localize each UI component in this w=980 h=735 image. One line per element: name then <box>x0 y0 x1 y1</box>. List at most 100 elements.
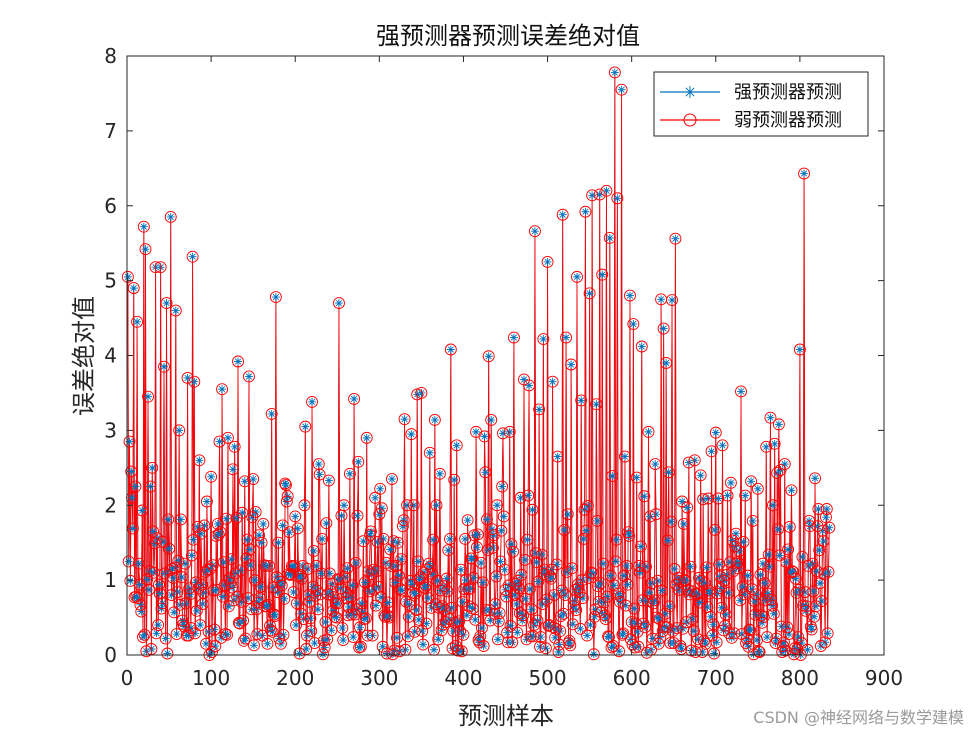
data-point-weak <box>429 598 442 611</box>
data-point-weak <box>566 618 579 631</box>
data-point-strong <box>820 570 829 579</box>
data-point-weak <box>193 454 206 467</box>
data-point-strong <box>346 593 355 602</box>
data-point-weak <box>190 576 202 589</box>
data-point-weak <box>535 548 548 561</box>
data-point-strong <box>330 612 339 621</box>
data-point-strong <box>169 573 178 582</box>
data-point-strong <box>620 452 629 461</box>
data-point-weak <box>169 304 182 317</box>
data-point-strong <box>790 644 799 653</box>
data-point-weak <box>780 556 793 569</box>
data-point-strong <box>329 606 338 615</box>
data-point-weak <box>687 585 700 598</box>
data-point-weak <box>573 586 586 599</box>
data-point-strong <box>171 306 180 315</box>
data-point-weak <box>650 611 663 624</box>
data-point-weak <box>753 646 766 658</box>
data-point-strong <box>532 558 541 567</box>
data-point-weak <box>519 592 532 605</box>
data-point-weak <box>524 630 537 643</box>
data-point-weak <box>291 522 304 535</box>
data-point-weak <box>471 528 484 541</box>
data-point-weak <box>492 615 505 628</box>
data-point-strong <box>175 600 184 609</box>
data-point-weak <box>682 456 695 469</box>
data-point-strong <box>676 642 685 651</box>
data-point-strong <box>583 631 592 640</box>
data-point-weak <box>380 647 393 660</box>
data-point-strong <box>652 613 661 622</box>
data-point-weak <box>168 606 181 619</box>
data-point-strong <box>334 599 343 608</box>
data-point-weak <box>296 572 308 585</box>
data-point-strong <box>354 457 363 466</box>
data-point-strong <box>410 627 419 636</box>
data-point-strong <box>611 557 620 566</box>
data-point-weak <box>450 439 463 452</box>
data-point-weak <box>374 482 387 495</box>
data-point-strong <box>189 535 198 544</box>
data-point-strong <box>575 588 584 597</box>
data-point-strong <box>656 633 665 642</box>
data-point-strong <box>355 643 364 652</box>
data-point-strong <box>687 646 696 655</box>
data-point-weak <box>420 617 433 630</box>
data-point-weak <box>765 593 778 606</box>
data-point-weak <box>551 450 564 463</box>
data-point-weak <box>805 623 818 636</box>
legend-label-strong: 强预测器预测 <box>734 82 842 103</box>
data-point-weak <box>632 640 645 653</box>
data-point-strong <box>392 561 401 570</box>
data-point-weak <box>493 607 506 620</box>
data-point-weak <box>696 646 709 658</box>
data-point-strong <box>733 558 742 567</box>
data-point-strong <box>301 422 310 431</box>
data-point-strong <box>558 210 567 219</box>
data-point-weak <box>597 596 610 609</box>
data-point-weak <box>175 571 188 584</box>
data-point-weak <box>401 499 414 512</box>
data-point-weak <box>731 556 744 569</box>
data-point-strong <box>768 601 777 610</box>
data-point-weak <box>343 467 356 480</box>
data-point-weak <box>537 333 550 345</box>
data-point-strong <box>212 585 221 594</box>
data-point-strong <box>441 618 450 627</box>
y-tick-label: 2 <box>104 493 117 517</box>
data-point-weak <box>349 556 362 569</box>
y-tick-label: 3 <box>104 418 117 442</box>
data-point-strong <box>726 558 735 567</box>
data-point-strong <box>770 439 779 448</box>
data-point-strong <box>722 570 731 579</box>
data-point-weak <box>194 619 207 631</box>
data-point-strong <box>343 564 352 573</box>
data-point-strong <box>329 593 338 602</box>
data-point-weak <box>751 482 764 495</box>
data-point-weak <box>744 624 757 637</box>
data-point-weak <box>552 646 565 658</box>
data-point-weak <box>778 458 791 471</box>
data-point-weak <box>495 524 508 537</box>
data-point-strong <box>528 505 537 514</box>
data-point-strong <box>371 601 380 610</box>
data-point-weak <box>211 583 223 596</box>
x-axis-title: 预测样本 <box>458 702 554 730</box>
data-point-weak <box>328 610 341 623</box>
data-point-weak <box>151 532 164 545</box>
data-point-strong <box>744 642 753 651</box>
data-point-weak <box>454 563 467 576</box>
data-point-strong <box>625 291 634 300</box>
data-point-strong <box>715 560 724 569</box>
data-point-weak <box>481 544 494 557</box>
data-point-strong <box>517 570 526 579</box>
data-point-weak <box>523 379 535 392</box>
data-point-weak <box>216 590 229 603</box>
data-point-weak <box>417 566 430 579</box>
data-point-strong <box>550 591 559 600</box>
data-point-strong <box>188 252 197 261</box>
data-point-weak <box>640 646 653 659</box>
data-point-weak <box>396 520 409 533</box>
data-point-strong <box>259 519 268 528</box>
data-point-weak <box>798 586 811 599</box>
